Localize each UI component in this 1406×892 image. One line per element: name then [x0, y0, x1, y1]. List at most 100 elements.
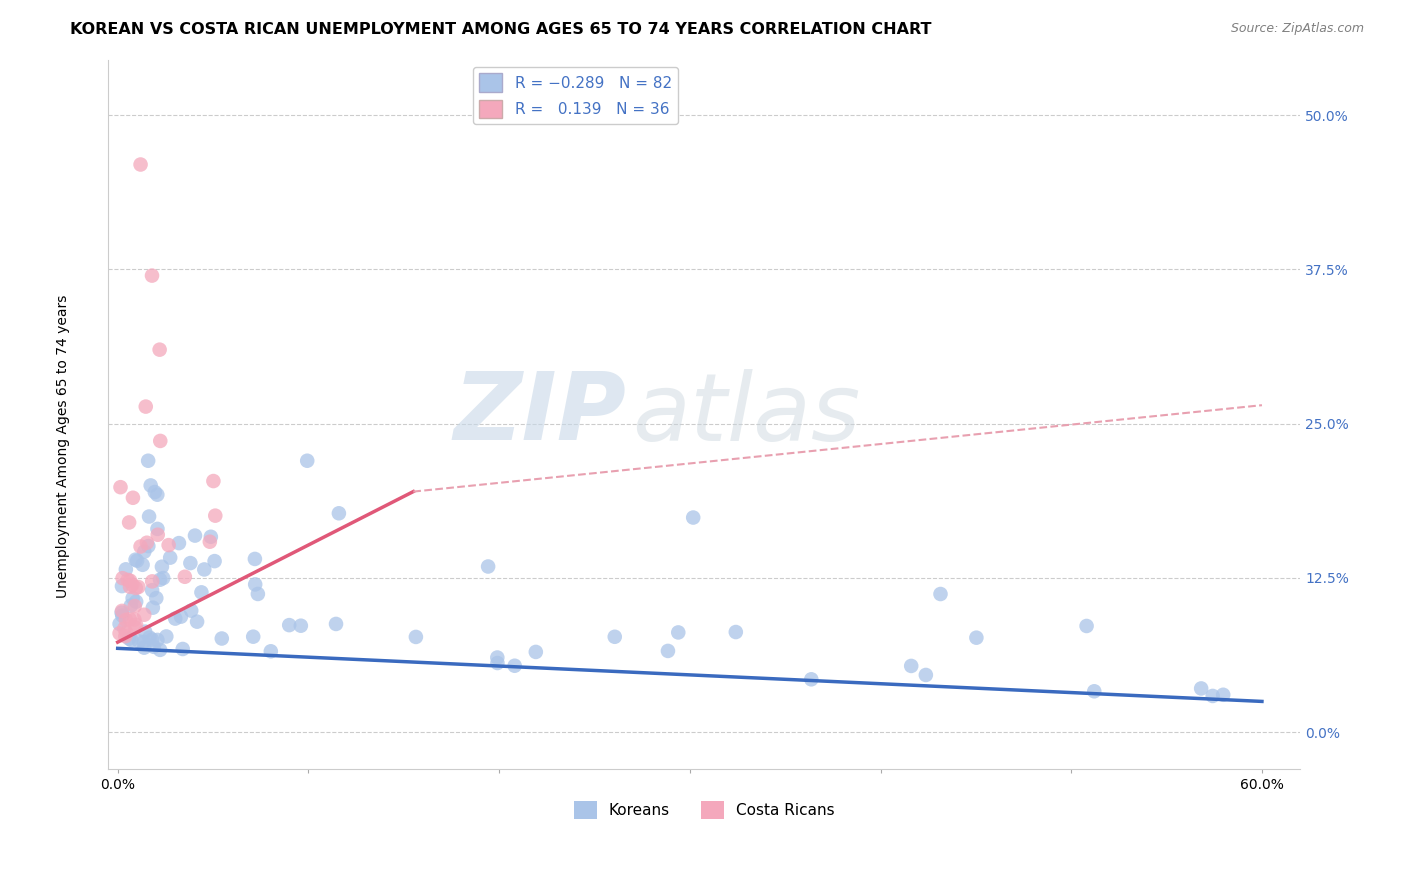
Point — [124, 613, 146, 627]
Point — [124, 552, 146, 566]
Point — [141, 632, 163, 647]
Point — [200, 530, 222, 544]
Point — [157, 538, 180, 552]
Point — [111, 604, 134, 618]
Point — [159, 550, 181, 565]
Point — [150, 559, 173, 574]
Point — [134, 624, 156, 639]
Point — [134, 640, 156, 655]
Point — [125, 595, 148, 609]
Point — [122, 491, 145, 505]
Point — [142, 600, 165, 615]
Point — [180, 604, 202, 618]
Point — [111, 579, 134, 593]
Point — [124, 621, 146, 635]
Point — [108, 626, 131, 640]
Point — [118, 580, 141, 594]
Point — [965, 631, 987, 645]
Point — [165, 611, 187, 625]
Point — [110, 480, 132, 494]
Point — [128, 634, 150, 648]
Point — [112, 622, 135, 636]
Point — [127, 580, 149, 594]
Point — [141, 574, 163, 589]
Point — [1189, 681, 1212, 696]
Point — [297, 454, 319, 468]
Point — [149, 434, 172, 448]
Point — [1083, 684, 1105, 698]
Point — [135, 535, 157, 549]
Point — [121, 591, 143, 606]
Point — [243, 577, 266, 591]
Point — [114, 613, 136, 627]
Point — [145, 591, 167, 606]
Point — [186, 615, 208, 629]
Point — [141, 268, 163, 283]
Point — [190, 585, 212, 599]
Point — [1202, 689, 1225, 703]
Point — [146, 522, 169, 536]
Point — [115, 562, 138, 576]
Point — [120, 599, 142, 613]
Point — [198, 534, 221, 549]
Point — [127, 554, 149, 568]
Point — [143, 485, 166, 500]
Point — [477, 559, 499, 574]
Point — [118, 632, 141, 646]
Point — [129, 157, 152, 171]
Point — [173, 570, 195, 584]
Point — [172, 642, 194, 657]
Point — [141, 583, 163, 598]
Point — [120, 633, 142, 648]
Point — [118, 612, 141, 626]
Point — [170, 609, 193, 624]
Point — [152, 571, 174, 585]
Point — [111, 571, 134, 585]
Point — [486, 650, 509, 665]
Point — [134, 607, 156, 622]
Text: Source: ZipAtlas.com: Source: ZipAtlas.com — [1230, 22, 1364, 36]
Point — [146, 488, 169, 502]
Point — [929, 587, 952, 601]
Point — [132, 635, 155, 649]
Point — [246, 587, 269, 601]
Point — [125, 618, 148, 632]
Legend: Koreans, Costa Ricans: Koreans, Costa Ricans — [568, 795, 841, 825]
Point — [134, 544, 156, 558]
Point — [117, 573, 139, 587]
Point — [115, 625, 138, 640]
Point — [1212, 688, 1234, 702]
Point — [243, 552, 266, 566]
Text: Unemployment Among Ages 65 to 74 years: Unemployment Among Ages 65 to 74 years — [56, 294, 70, 598]
Point — [139, 478, 162, 492]
Point — [149, 643, 172, 657]
Point — [155, 630, 177, 644]
Point — [149, 573, 172, 587]
Point — [211, 632, 233, 646]
Point — [278, 618, 301, 632]
Point — [129, 540, 152, 554]
Point — [202, 474, 225, 488]
Text: KOREAN VS COSTA RICAN UNEMPLOYMENT AMONG AGES 65 TO 74 YEARS CORRELATION CHART: KOREAN VS COSTA RICAN UNEMPLOYMENT AMONG… — [70, 22, 932, 37]
Point — [138, 509, 160, 524]
Point — [146, 632, 169, 647]
Point — [524, 645, 547, 659]
Point — [666, 625, 689, 640]
Point — [325, 616, 347, 631]
Point — [124, 599, 146, 613]
Point — [900, 659, 922, 673]
Point — [125, 581, 148, 595]
Point — [724, 625, 747, 640]
Point — [179, 556, 201, 570]
Point — [136, 454, 159, 468]
Point — [603, 630, 626, 644]
Point — [114, 629, 136, 643]
Point — [120, 574, 142, 588]
Point — [800, 673, 823, 687]
Point — [682, 510, 704, 524]
Point — [149, 343, 172, 357]
Point — [111, 608, 134, 623]
Point — [405, 630, 427, 644]
Point — [121, 577, 143, 591]
Point — [138, 539, 160, 553]
